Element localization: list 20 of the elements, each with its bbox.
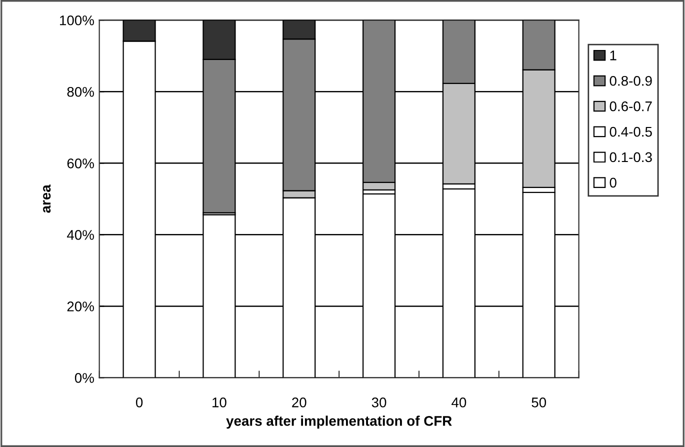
legend-label: 1 — [610, 50, 616, 60]
x-tick-label: 20 — [292, 398, 306, 408]
y-tick-label: 20% — [67, 302, 94, 312]
y-axis-title: area — [43, 184, 51, 213]
legend-label: 0.6-0.7 — [610, 101, 652, 112]
legend-label: 0 — [610, 178, 616, 188]
legend-label: 0.8-0.9 — [610, 76, 652, 86]
y-tick-label: 40% — [66, 230, 94, 240]
x-tick-label: 40 — [452, 398, 466, 408]
y-tick-label: 100% — [60, 15, 94, 26]
x-tick-label: 30 — [372, 398, 386, 408]
x-tick-label: 50 — [532, 398, 546, 408]
legend-label: 0.1-0.3 — [610, 152, 652, 162]
x-axis-title: years after implementation of CFR — [226, 416, 452, 429]
x-tick-label: 0 — [136, 398, 143, 408]
y-tick-label: 0% — [74, 373, 94, 383]
legend-label: 0.4-0.5 — [610, 126, 652, 137]
y-tick-label: 60% — [67, 158, 94, 168]
y-tick-label: 80% — [67, 86, 94, 97]
x-tick-label: 10 — [212, 398, 226, 408]
